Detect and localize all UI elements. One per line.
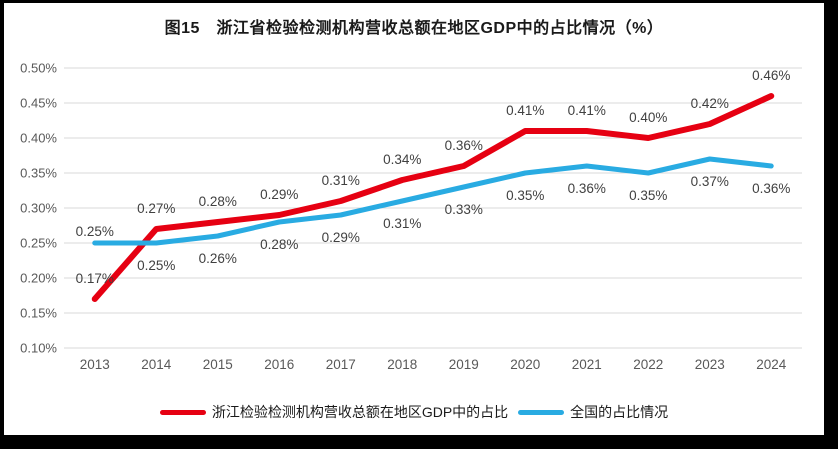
chart-frame: 图15 浙江省检验检测机构营收总额在地区GDP中的占比情况（%） 0.10% 0.… [4, 3, 824, 435]
legend-label-zhejiang: 浙江检验检测机构营收总额在地区GDP中的占比 [211, 404, 509, 420]
x-axis-tick-label: 2017 [326, 357, 356, 372]
data-label-1: 0.28% [260, 237, 298, 252]
data-label-1: 0.36% [568, 181, 606, 196]
chart-title: 图15 浙江省检验检测机构营收总额在地区GDP中的占比情况（%） [164, 20, 664, 37]
data-label-0: 0.27% [137, 201, 175, 216]
data-label-0: 0.42% [691, 96, 729, 111]
x-axis-tick-label: 2014 [141, 357, 172, 372]
data-label-0: 0.41% [506, 103, 544, 118]
data-label-0: 0.46% [752, 68, 790, 83]
x-axis-tick-label: 2022 [633, 357, 663, 372]
data-label-1: 0.33% [445, 202, 483, 217]
y-axis-tick-label: 0.20% [20, 271, 57, 286]
data-label-1: 0.25% [76, 224, 114, 239]
y-axis-tick-label: 0.30% [20, 201, 57, 216]
data-label-0: 0.17% [76, 271, 114, 286]
x-axis-tick-label: 2021 [572, 357, 602, 372]
data-label-1: 0.35% [629, 188, 667, 203]
y-axis-tick-label: 0.10% [20, 341, 57, 356]
data-label-0: 0.36% [445, 138, 483, 153]
y-axis-tick-label: 0.50% [20, 61, 57, 76]
x-axis-tick-label: 2020 [510, 357, 540, 372]
national-series-swatch-icon [518, 409, 565, 415]
x-axis-tick-label: 2015 [203, 357, 233, 372]
data-label-0: 0.31% [322, 173, 360, 188]
x-axis-tick-label: 2019 [449, 357, 479, 372]
data-label-0: 0.29% [260, 187, 298, 202]
data-label-1: 0.26% [199, 251, 237, 266]
data-label-1: 0.31% [383, 216, 421, 231]
legend-item-national: 全国的占比情况 [518, 402, 668, 422]
data-label-1: 0.37% [691, 174, 729, 189]
data-label-1: 0.29% [322, 230, 360, 245]
y-axis-tick-label: 0.40% [20, 131, 57, 146]
x-axis-tick-label: 2023 [695, 357, 725, 372]
data-label-0: 0.41% [568, 103, 606, 118]
data-label-1: 0.25% [137, 258, 175, 273]
y-axis-tick-label: 0.35% [20, 166, 57, 181]
series-line-0 [91, 93, 775, 302]
series-line-1 [92, 156, 774, 246]
x-axis-tick-label: 2024 [756, 357, 787, 372]
data-label-1: 0.35% [506, 188, 544, 203]
data-label-0: 0.40% [629, 110, 667, 125]
zhejiang-series-swatch-icon [159, 409, 206, 415]
x-axis-tick-label: 2016 [264, 357, 294, 372]
data-label-1: 0.36% [752, 181, 790, 196]
legend-item-zhejiang: 浙江检验检测机构营收总额在地区GDP中的占比 [159, 402, 509, 422]
y-axis-tick-label: 0.25% [20, 236, 57, 251]
x-axis-tick-label: 2018 [387, 357, 417, 372]
chart-legend: 浙江检验检测机构营收总额在地区GDP中的占比 全国的占比情况 [4, 402, 824, 422]
line-chart: 0.10% 0.15% 0.20% 0.25% 0.30% 0.35% 0.40% 0.45%… [20, 61, 802, 372]
y-axis-tick-label: 0.15% [20, 306, 57, 321]
x-axis-tick-label: 2013 [80, 357, 110, 372]
legend-label-national: 全国的占比情况 [570, 404, 669, 420]
y-axis-tick-label: 0.45% [20, 96, 57, 111]
data-label-0: 0.28% [199, 194, 237, 209]
data-label-0: 0.34% [383, 152, 421, 167]
